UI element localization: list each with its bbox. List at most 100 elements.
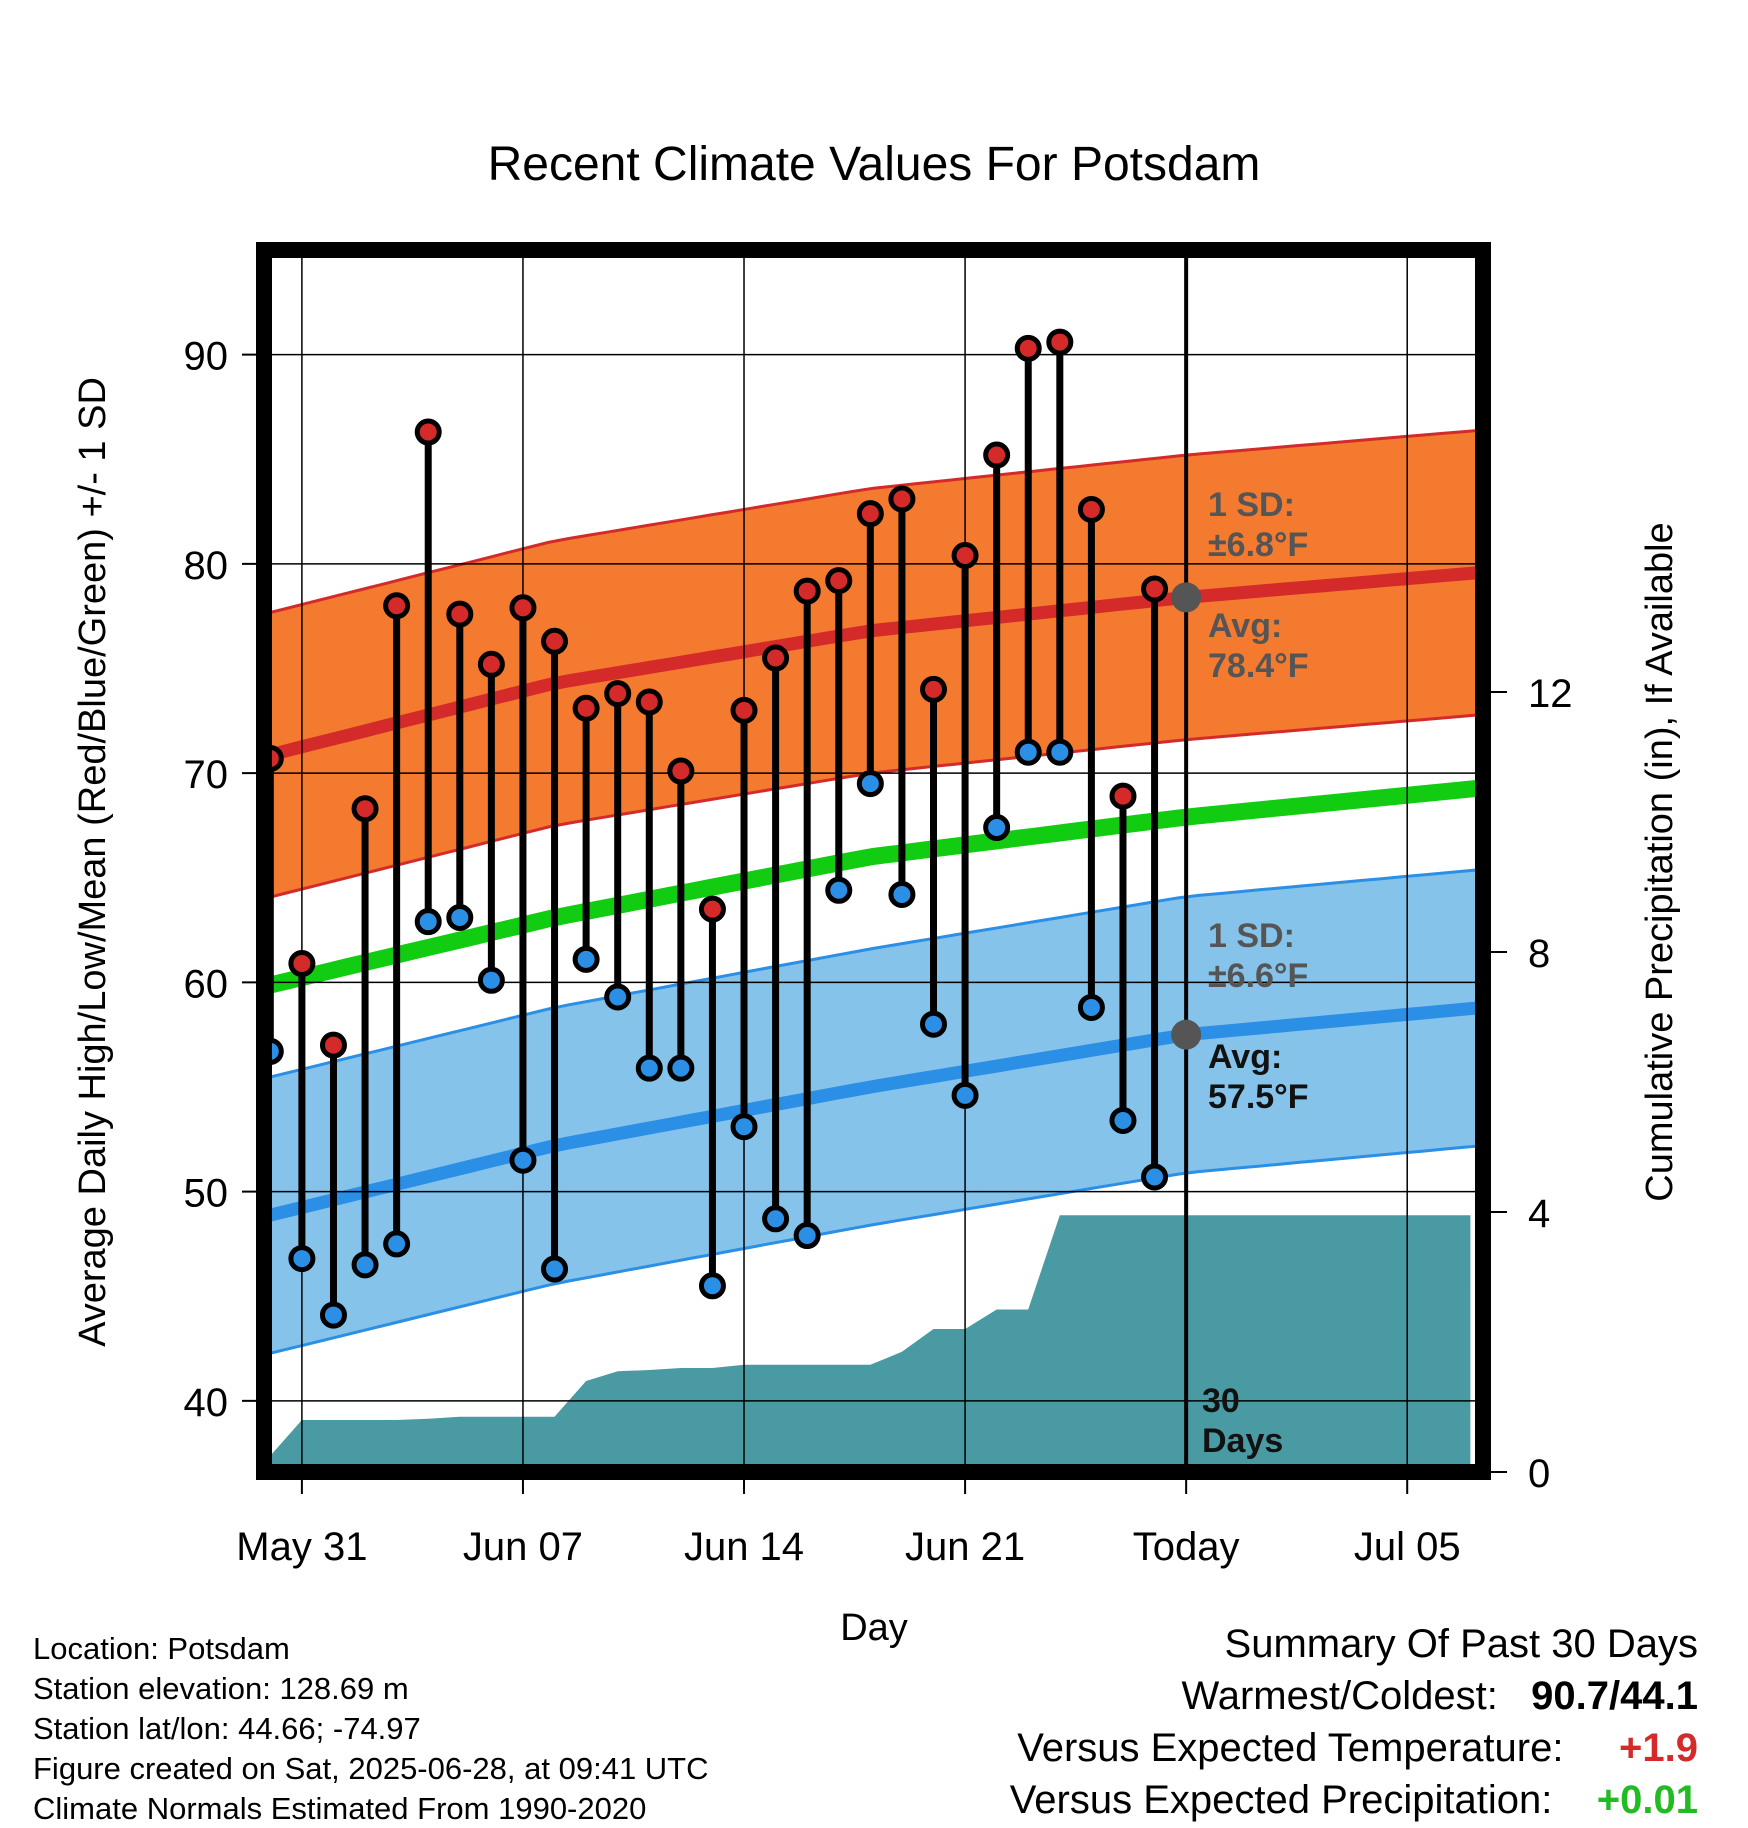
high-sd-annotation-line: ±6.8°F (1208, 526, 1308, 564)
y2-tick-label: 4 (1528, 1192, 1550, 1236)
low-avg-annotation-line: Avg: (1208, 1038, 1282, 1076)
summary-precip-value: +0.01 (1596, 1778, 1698, 1822)
daily-high-point (446, 600, 474, 628)
daily-low-point (319, 1301, 347, 1329)
daily-high-point (477, 650, 505, 678)
daily-low-point (1141, 1163, 1169, 1191)
daily-low-point (509, 1146, 537, 1174)
daily-low-point (572, 945, 600, 973)
daily-high-point (1109, 782, 1137, 810)
daily-high-point (920, 675, 948, 703)
daily-low-point (888, 880, 916, 908)
daily-high-point (288, 950, 316, 978)
daily-high-point (414, 418, 442, 446)
daily-low-point (635, 1054, 663, 1082)
high-sd-upper-line (264, 428, 1483, 616)
summary-warmest-row: Warmest/Coldest: 90.7/44.1 (1181, 1674, 1698, 1719)
daily-high-point (604, 680, 632, 708)
daily-low-point (228, 1057, 250, 1079)
daily-low-point (446, 903, 474, 931)
daily-low-point (856, 770, 884, 798)
daily-high-point (635, 688, 663, 716)
daily-low-point (730, 1113, 758, 1141)
daily-low-point (983, 814, 1011, 842)
x-tick-label: Jun 21 (905, 1525, 1025, 1569)
daily-low-point (1046, 738, 1074, 766)
footer-normals: Climate Normals Estimated From 1990-2020 (33, 1791, 647, 1826)
daily-high-point (319, 1031, 347, 1059)
daily-low-point (351, 1251, 379, 1279)
y-tick-label: 40 (184, 1381, 229, 1425)
summary-warmest-value: 90.7/44.1 (1531, 1674, 1698, 1718)
footer-latlon: Station lat/lon: 44.66; -74.97 (33, 1711, 421, 1746)
daily-high-point (762, 644, 790, 672)
footer-elevation: Station elevation: 128.69 m (33, 1671, 409, 1706)
daily-high-point (509, 594, 537, 622)
daily-high-point (351, 795, 379, 823)
x-tick-label: Today (1133, 1525, 1240, 1569)
footer-created: Figure created on Sat, 2025-06-28, at 09… (33, 1751, 709, 1786)
daily-high-point (698, 895, 726, 923)
today-days-label-line: Days (1202, 1422, 1283, 1460)
today-days-label-line: 30 (1202, 1382, 1240, 1420)
y2-tick-label: 12 (1528, 672, 1573, 716)
y2-axis-label: Cumulative Precipitation (in), If Availa… (1639, 522, 1681, 1201)
high-avg-annotation-line: Avg: (1208, 607, 1282, 645)
daily-low-point (604, 983, 632, 1011)
daily-high-point (1014, 334, 1042, 362)
summary-temp-row: Versus Expected Temperature: +1.9 (1017, 1726, 1698, 1771)
daily-low-point (667, 1054, 695, 1082)
summary-heading: Summary Of Past 30 Days (1224, 1622, 1698, 1666)
low-avg-marker (1171, 1019, 1202, 1050)
daily-high-point (1077, 495, 1105, 523)
low-sd-band (264, 869, 1483, 1355)
daily-low-point (1014, 738, 1042, 766)
high-avg-annotation: Avg: 78.4°F (1208, 607, 1309, 685)
daily-high-point (541, 627, 569, 655)
daily-high-point (825, 567, 853, 595)
footer-location: Location: Potsdam (33, 1631, 290, 1666)
low-sd-lower-line (264, 1144, 1483, 1357)
daily-high-point (856, 500, 884, 528)
y2-tick-label: 8 (1528, 932, 1550, 976)
daily-high-point (1141, 575, 1169, 603)
daily-low-point (793, 1222, 821, 1250)
y2-tick-label: 0 (1528, 1452, 1550, 1496)
summary-temp-value: +1.9 (1619, 1726, 1698, 1770)
x-tick-label: Jun 07 (463, 1525, 583, 1569)
plot-frame (256, 242, 1491, 1480)
low-avg-annotation: Avg: 57.5°F (1208, 1038, 1309, 1116)
daily-high-point (983, 441, 1011, 469)
daily-low-point (414, 908, 442, 936)
chart-title: Recent Climate Values For Potsdam (488, 138, 1261, 191)
daily-high-point (228, 883, 250, 905)
y-tick-label: 90 (184, 335, 229, 379)
low-sd-upper-line (264, 867, 1483, 1081)
y-axis-label: Average Daily High/Low/Mean (Red/Blue/Gr… (72, 377, 114, 1347)
high-sd-annotation: 1 SD: ±6.8°F (1208, 486, 1308, 564)
plot-area (228, 250, 1483, 1472)
daily-high-point (667, 757, 695, 785)
x-tick-label: Jul 05 (1354, 1525, 1461, 1569)
daily-low-point (920, 1010, 948, 1038)
y-tick-label: 80 (184, 544, 229, 588)
y-tick-label: 70 (184, 753, 229, 797)
daily-high-point (1046, 328, 1074, 356)
daily-low-point (825, 876, 853, 904)
daily-high-point (730, 696, 758, 724)
low-sd-annotation-line: 1 SD: (1208, 917, 1295, 955)
y-tick-label: 60 (184, 962, 229, 1006)
precipitation-area (264, 1215, 1471, 1472)
daily-high-point (572, 694, 600, 722)
low-sd-annotation-line: ±6.6°F (1208, 957, 1308, 995)
x-tick-label: Jun 14 (684, 1525, 804, 1569)
daily-high-point (793, 577, 821, 605)
high-avg-marker (1171, 582, 1202, 613)
summary-precip-label: Versus Expected Precipitation: (1009, 1778, 1553, 1822)
daily-low-point (477, 966, 505, 994)
daily-high-point (888, 485, 916, 513)
daily-high-point (383, 592, 411, 620)
summary-temp-label: Versus Expected Temperature: (1017, 1726, 1564, 1770)
daily-low-point (383, 1230, 411, 1258)
